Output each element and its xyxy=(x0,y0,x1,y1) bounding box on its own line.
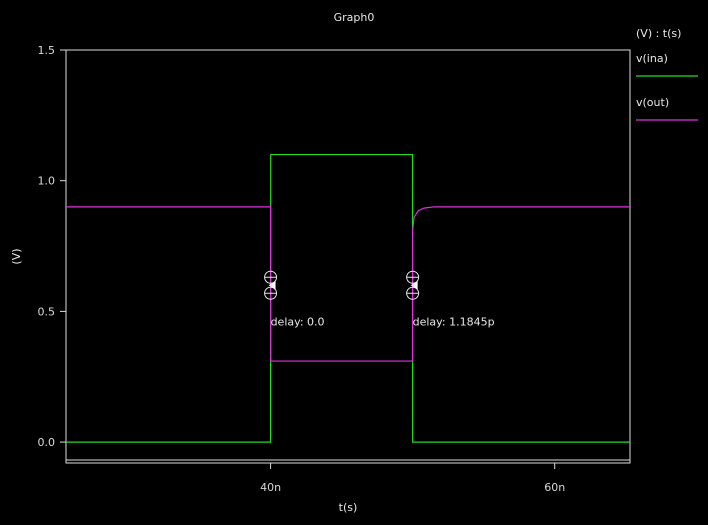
legend-label: v(ina) xyxy=(636,52,668,65)
annotation-layer: delay: 0.0 delay: 1.1845p xyxy=(264,270,495,328)
legend-entry: v(ina) xyxy=(636,52,698,77)
x-tick-label: 40n xyxy=(260,481,281,494)
y-tick-label: 0.5 xyxy=(38,305,56,318)
marker-arrow xyxy=(410,281,418,290)
y-tick-label: 0.0 xyxy=(38,436,56,449)
series-line-v-out xyxy=(66,206,630,362)
y-axis-label: (V) xyxy=(10,248,23,264)
y-tick-label: 1.5 xyxy=(38,44,56,57)
legend: v(ina) v(out) xyxy=(636,52,698,121)
chart-title: Graph0 xyxy=(334,11,375,24)
y-tick-label: 1.0 xyxy=(38,175,56,188)
x-axis-label: t(s) xyxy=(339,501,358,514)
plot-frame xyxy=(65,49,631,464)
delay-marker: delay: 0.0 xyxy=(264,270,325,328)
delay-label: delay: 0.0 xyxy=(271,315,325,328)
legend-title: (V) : t(s) xyxy=(636,27,681,40)
x-tick-label: 60n xyxy=(544,481,565,494)
series-line-v-ina xyxy=(66,153,630,443)
y-axis-ticks: 0.0 0.5 1.0 1.5 xyxy=(38,44,66,449)
marker-arrow xyxy=(268,281,276,290)
delay-marker: delay: 1.1845p xyxy=(406,270,495,328)
legend-label: v(out) xyxy=(636,96,669,109)
legend-entry: v(out) xyxy=(636,96,698,121)
series-layer xyxy=(66,153,630,443)
delay-label: delay: 1.1845p xyxy=(413,315,495,328)
x-axis-ticks: 40n 60n xyxy=(260,463,565,494)
